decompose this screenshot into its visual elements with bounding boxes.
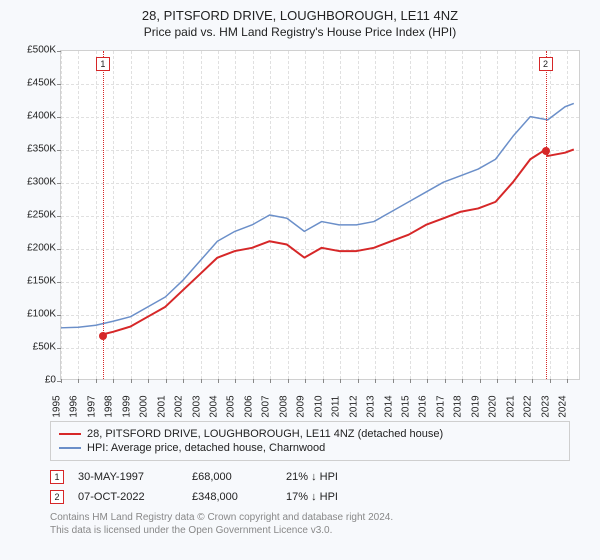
chart-title: 28, PITSFORD DRIVE, LOUGHBOROUGH, LE11 4…	[10, 8, 590, 23]
event-row: 2 07-OCT-2022 £348,000 17% ↓ HPI	[50, 487, 570, 507]
event-price: £348,000	[192, 491, 272, 503]
event-diff: 17% ↓ HPI	[286, 491, 376, 503]
x-tick-label: 2016	[418, 395, 435, 417]
x-tick-label: 1995	[52, 395, 69, 417]
event-marker-icon: 1	[50, 470, 64, 484]
y-tick-label: £50K	[10, 342, 56, 353]
x-tick-label: 2023	[540, 395, 557, 417]
x-tick-label: 2007	[261, 395, 278, 417]
legend-item: 28, PITSFORD DRIVE, LOUGHBOROUGH, LE11 4…	[59, 427, 561, 441]
x-axis-labels: 1995199619971998199920002001200220032004…	[60, 385, 580, 415]
chart-subtitle: Price paid vs. HM Land Registry's House …	[10, 25, 590, 39]
series-hpi	[61, 103, 574, 327]
x-tick-label: 2009	[296, 395, 313, 417]
x-tick-label: 2001	[156, 395, 173, 417]
x-tick-label: 1999	[121, 395, 138, 417]
series-property	[103, 149, 574, 334]
x-tick-label: 2013	[366, 395, 383, 417]
legend-item: HPI: Average price, detached house, Char…	[59, 441, 561, 455]
event-price: £68,000	[192, 471, 272, 483]
event-marker-flag: 2	[539, 57, 553, 71]
x-tick-label: 2019	[470, 395, 487, 417]
x-tick-label: 2006	[243, 395, 260, 417]
x-tick-label: 2010	[313, 395, 330, 417]
event-guideline	[546, 51, 547, 379]
x-tick-label: 1997	[86, 395, 103, 417]
event-date: 07-OCT-2022	[78, 491, 178, 503]
line-plot	[61, 51, 579, 379]
event-point	[99, 332, 107, 340]
x-tick-label: 2000	[139, 395, 156, 417]
event-marker-icon: 2	[50, 490, 64, 504]
legend-swatch	[59, 447, 81, 449]
chart-container: 28, PITSFORD DRIVE, LOUGHBOROUGH, LE11 4…	[0, 0, 600, 560]
event-marker-flag: 1	[96, 57, 110, 71]
y-tick-label: £250K	[10, 210, 56, 221]
x-tick-label: 2003	[191, 395, 208, 417]
event-point	[542, 147, 550, 155]
y-tick-label: £100K	[10, 309, 56, 320]
event-row: 1 30-MAY-1997 £68,000 21% ↓ HPI	[50, 467, 570, 487]
x-tick-label: 1996	[69, 395, 86, 417]
x-tick-label: 2015	[400, 395, 417, 417]
y-tick-label: £450K	[10, 78, 56, 89]
attribution-line: Contains HM Land Registry data © Crown c…	[50, 511, 570, 524]
events-table: 1 30-MAY-1997 £68,000 21% ↓ HPI 2 07-OCT…	[50, 467, 570, 507]
chart-area: 12 £0£50K£100K£150K£200K£250K£300K£350K£…	[10, 45, 590, 415]
y-tick-label: £0	[10, 375, 56, 386]
x-tick-label: 2021	[505, 395, 522, 417]
x-tick-label: 2004	[209, 395, 226, 417]
attribution: Contains HM Land Registry data © Crown c…	[50, 511, 570, 537]
x-tick-label: 2012	[348, 395, 365, 417]
legend-label: HPI: Average price, detached house, Char…	[87, 442, 325, 454]
x-tick-label: 2017	[435, 395, 452, 417]
x-tick-label: 2008	[278, 395, 295, 417]
legend-label: 28, PITSFORD DRIVE, LOUGHBOROUGH, LE11 4…	[87, 428, 443, 440]
event-guideline	[103, 51, 104, 379]
y-tick-label: £400K	[10, 111, 56, 122]
x-tick-label: 2002	[174, 395, 191, 417]
event-diff: 21% ↓ HPI	[286, 471, 376, 483]
x-tick-label: 1998	[104, 395, 121, 417]
y-tick-label: £500K	[10, 45, 56, 56]
x-tick-label: 2024	[558, 395, 575, 417]
attribution-line: This data is licensed under the Open Gov…	[50, 524, 570, 537]
x-tick-label: 2005	[226, 395, 243, 417]
y-tick-label: £300K	[10, 177, 56, 188]
x-tick-label: 2011	[331, 396, 348, 418]
legend: 28, PITSFORD DRIVE, LOUGHBOROUGH, LE11 4…	[50, 421, 570, 461]
plot-area: 12	[60, 50, 580, 380]
x-tick-label: 2014	[383, 395, 400, 417]
legend-swatch	[59, 433, 81, 435]
x-tick-label: 2020	[488, 395, 505, 417]
x-tick-label: 2022	[523, 395, 540, 417]
x-tick-label: 2018	[453, 395, 470, 417]
y-tick-label: £150K	[10, 276, 56, 287]
y-tick-label: £200K	[10, 243, 56, 254]
y-tick-label: £350K	[10, 144, 56, 155]
event-date: 30-MAY-1997	[78, 471, 178, 483]
